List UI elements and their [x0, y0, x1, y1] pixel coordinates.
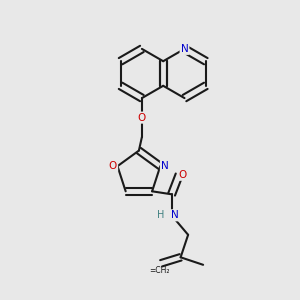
Text: N: N: [161, 161, 169, 171]
Text: N: N: [181, 44, 188, 54]
Text: O: O: [178, 170, 187, 180]
Text: H: H: [157, 210, 164, 220]
Text: N: N: [171, 210, 178, 220]
Text: =CH₂: =CH₂: [149, 266, 170, 275]
Text: O: O: [138, 112, 146, 123]
Text: O: O: [109, 161, 117, 171]
